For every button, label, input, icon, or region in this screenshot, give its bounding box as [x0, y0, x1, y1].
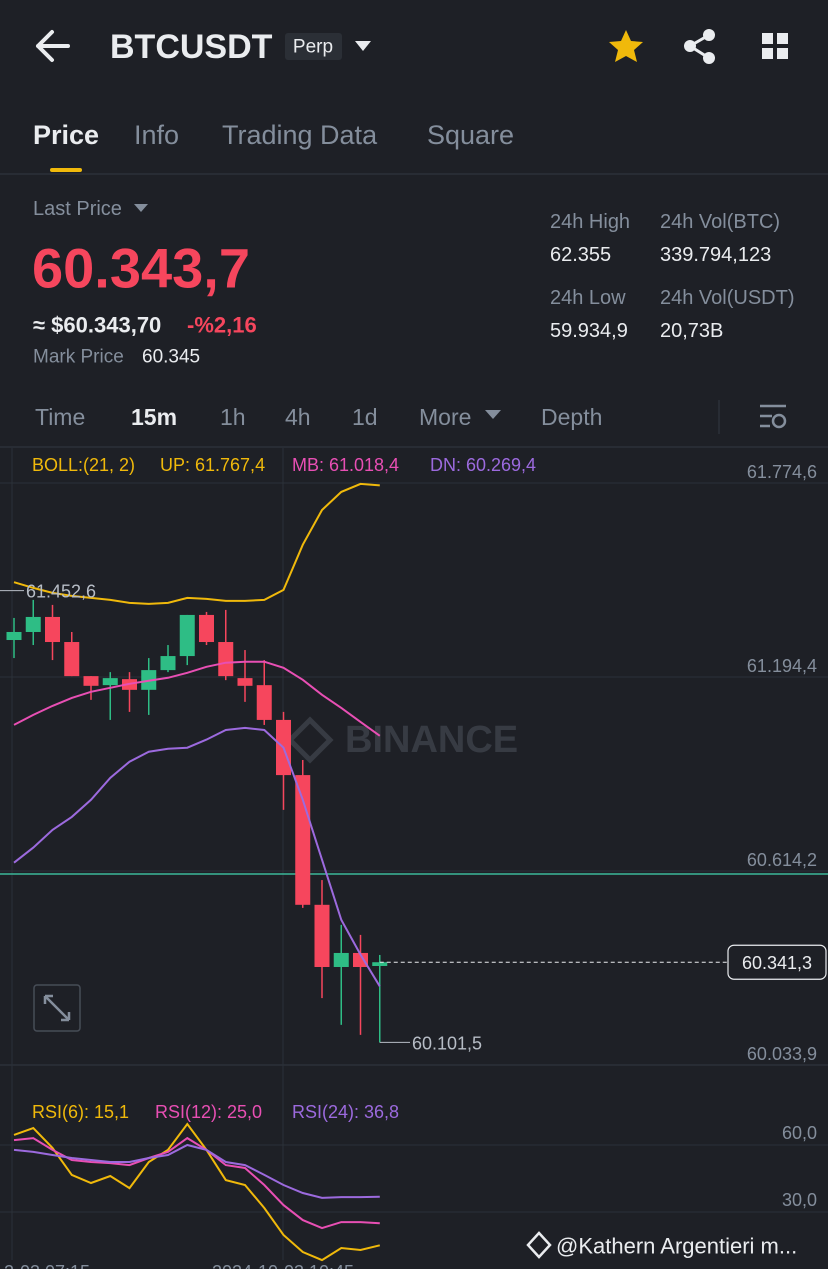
y-tick-label: 61.774,6: [747, 462, 817, 482]
low-marker-label: 60.101,5: [412, 1033, 482, 1053]
last-price: 60.343,7: [32, 237, 250, 300]
usd-price: ≈ $60.343,70: [33, 313, 161, 338]
high-marker-label: 61.452,6: [26, 582, 96, 602]
stat-label: 24h Vol(BTC): [660, 211, 780, 233]
candle-body: [160, 656, 176, 671]
symbol-title: BTCUSDT: [110, 28, 273, 66]
interval[interactable]: 4h: [285, 404, 311, 430]
candle-body: [179, 614, 195, 657]
y-tick-label: 30,0: [782, 1190, 817, 1210]
candle-body: [218, 642, 234, 677]
footer-credit: @Kathern Argentieri m...: [526, 1231, 797, 1259]
legend-entry: RSI(24): 36,8: [292, 1102, 399, 1122]
candle-body: [256, 685, 272, 720]
y-tick-label: 60.614,2: [747, 850, 817, 870]
symbol-dropdown[interactable]: [355, 41, 371, 51]
legend-entry: RSI(6): 15,1: [32, 1102, 129, 1122]
candle-body: [333, 952, 349, 968]
dropdown-caret: [134, 204, 148, 212]
back-button[interactable]: [36, 30, 70, 62]
more-caret: [485, 410, 501, 419]
boll-line: [13, 660, 381, 737]
y-tick-label: 61.194,4: [747, 656, 817, 676]
stat-label: 24h Low: [550, 287, 626, 309]
candle-body: [6, 631, 22, 641]
boll-line: [13, 482, 380, 605]
legend-entry: MB: 61.018,4: [292, 455, 399, 475]
interval[interactable]: 15m: [131, 404, 177, 430]
rsi-line: [13, 1143, 380, 1199]
rsi-line: [13, 1122, 381, 1262]
watermark: BINANCE: [286, 716, 518, 764]
rsi-line: [13, 1136, 380, 1230]
last-price-label: 60.341,3: [742, 953, 812, 973]
boll-line: [13, 726, 381, 987]
interval[interactable]: More: [419, 404, 471, 430]
last-price-tag: [727, 944, 827, 980]
stat-value: 339.794,123: [660, 244, 771, 266]
candle-body: [25, 616, 41, 632]
tab[interactable]: Trading Data: [222, 120, 378, 150]
candle-body: [295, 775, 311, 905]
legend-entry: RSI(12): 25,0: [155, 1102, 262, 1122]
price-change: -%2,16: [187, 313, 257, 338]
y-tick-label: 60,0: [782, 1123, 817, 1143]
candle-body: [237, 678, 253, 686]
tab[interactable]: Info: [134, 120, 179, 150]
stat-label: 24h High: [550, 211, 630, 233]
tab[interactable]: Price: [33, 120, 99, 150]
favorite-star[interactable]: [609, 30, 643, 62]
candle-body: [102, 678, 118, 686]
chart-settings[interactable]: [760, 404, 787, 429]
interval[interactable]: Time: [35, 404, 85, 430]
share-button[interactable]: [684, 29, 715, 64]
tab[interactable]: Square: [427, 120, 514, 150]
stat-value: 62.355: [550, 244, 611, 266]
interval[interactable]: 1d: [352, 404, 378, 430]
footer-text: @Kathern Argentieri m...: [556, 1234, 797, 1259]
perp-badge: Perp: [293, 37, 333, 58]
legend-entry: UP: 61.767,4: [160, 455, 265, 475]
interval[interactable]: Depth: [541, 404, 602, 430]
stat-label: 24h Vol(USDT): [660, 287, 795, 309]
stat-value: 59.934,9: [550, 320, 628, 342]
mark-price: 60.345: [142, 347, 200, 368]
mark-price-label: Mark Price: [33, 347, 124, 368]
watermark-text: BINANCE: [345, 719, 518, 761]
candle-body: [199, 614, 214, 643]
boll-legend: BOLL:(21, 2): [32, 455, 135, 475]
stat-value: 20,73B: [660, 320, 723, 342]
tab-indicator: [50, 168, 82, 172]
candle-body: [314, 904, 330, 968]
layout-button[interactable]: [762, 33, 788, 59]
x-tick-label: 2024-10-03 10:45: [212, 1262, 354, 1269]
y-tick-label: 60.033,9: [747, 1044, 817, 1064]
badge-bg: [285, 33, 342, 60]
fullscreen-button[interactable]: [33, 984, 81, 1032]
candle-body: [83, 676, 99, 686]
candle-body: [353, 952, 368, 968]
candle-body: [372, 962, 388, 967]
legend-entry: DN: 60.269,4: [430, 455, 536, 475]
x-tick-label: 2-03 07:15: [4, 1262, 90, 1269]
candle-body: [45, 616, 60, 643]
last-price-label[interactable]: Last Price: [33, 198, 122, 220]
candle-body: [64, 642, 80, 677]
interval[interactable]: 1h: [220, 404, 246, 430]
